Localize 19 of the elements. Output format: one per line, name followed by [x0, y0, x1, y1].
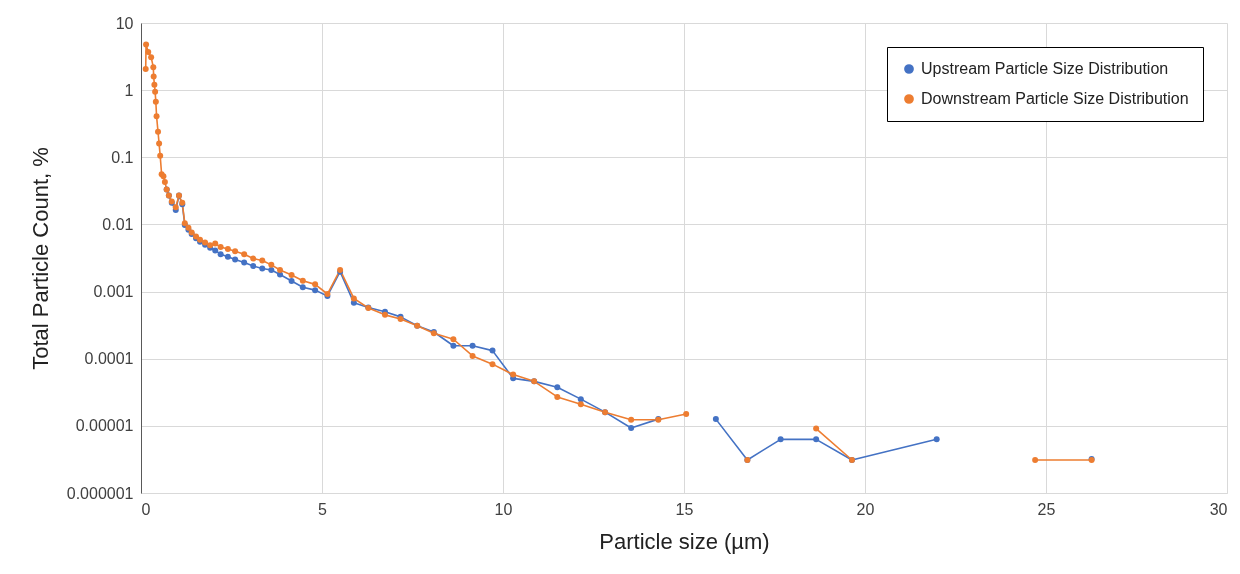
x-tick-label: 0 — [141, 500, 151, 518]
x-tick-label: 15 — [675, 500, 694, 518]
y-tick-label: 0.1 — [111, 148, 134, 166]
legend-label: Upstream Particle Size Distribution — [921, 60, 1169, 77]
legend-label: Downstream Particle Size Distribution — [921, 90, 1189, 107]
x-tick-label: 10 — [494, 500, 513, 518]
y-tick-label: 1 — [124, 81, 134, 99]
y-axis-title: Total Particle Count, % — [27, 147, 53, 370]
y-tick-label: 10 — [115, 14, 134, 32]
x-axis-title: Particle size (µm) — [599, 528, 770, 554]
x-tick-label: 5 — [318, 500, 328, 518]
x-tick-label: 20 — [856, 500, 875, 518]
y-tick-label: 0.00001 — [75, 417, 134, 435]
y-tick-label: 0.0001 — [84, 350, 134, 368]
x-tick-label: 25 — [1037, 500, 1056, 518]
y-tick-label: 0.01 — [102, 215, 134, 233]
y-tick-label: 0.001 — [93, 283, 134, 301]
x-tick-label: 30 — [1209, 500, 1228, 518]
y-tick-label: 0.000001 — [66, 484, 134, 502]
